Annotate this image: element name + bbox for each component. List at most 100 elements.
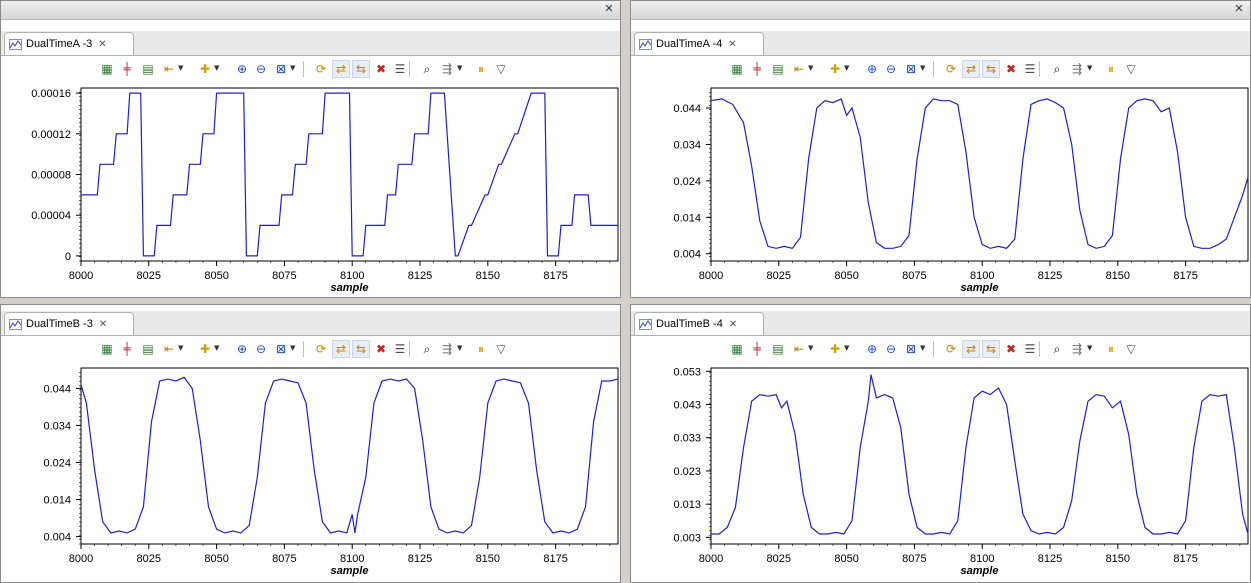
- find-icon[interactable]: ⌕: [423, 341, 431, 356]
- zoom-out-icon[interactable]: ⊖: [255, 342, 267, 356]
- zoom-in-icon[interactable]: ⊕: [866, 342, 878, 356]
- chart-align-icon[interactable]: ▦: [731, 62, 743, 76]
- sync2-icon[interactable]: ⇆: [982, 60, 1000, 78]
- dropdown-arrow-icon[interactable]: ▼: [844, 64, 850, 72]
- add-icon[interactable]: ✚: [199, 62, 211, 76]
- close-tab-icon[interactable]: ✕: [728, 318, 738, 330]
- list-icon[interactable]: ☰: [394, 342, 406, 356]
- list-icon[interactable]: ☰: [394, 62, 406, 76]
- sync2-icon[interactable]: ⇆: [982, 340, 1000, 358]
- settings-icon[interactable]: ⇶: [441, 342, 453, 356]
- zoom-in-icon[interactable]: ⊕: [236, 62, 248, 76]
- y-tick-label: 0.024: [673, 176, 701, 188]
- settings-icon[interactable]: ⇶: [441, 62, 453, 76]
- settings-icon[interactable]: ⇶: [1071, 62, 1083, 76]
- view-menu-icon[interactable]: ▽: [496, 62, 506, 76]
- delete-icon[interactable]: ✖: [375, 62, 387, 76]
- fit-icon[interactable]: ▤: [772, 62, 784, 76]
- close-tab-icon[interactable]: ✕: [98, 318, 108, 330]
- zoom-out-icon[interactable]: ⊖: [885, 342, 897, 356]
- x-tick-label: 8000: [699, 270, 723, 282]
- zoom-fit-icon[interactable]: ⊠: [275, 342, 287, 356]
- dropdown-arrow-icon[interactable]: ▼: [214, 64, 220, 72]
- sync-icon[interactable]: ⇄: [962, 340, 980, 358]
- center-icon[interactable]: ╪: [123, 62, 131, 76]
- center-icon[interactable]: ╪: [753, 342, 761, 356]
- chart-align-icon[interactable]: ▦: [731, 342, 743, 356]
- delete-icon[interactable]: ✖: [1005, 342, 1017, 356]
- dropdown-arrow-icon[interactable]: ▼: [808, 344, 814, 352]
- find-icon[interactable]: ⌕: [1053, 61, 1061, 76]
- zoom-in-icon[interactable]: ⊕: [866, 62, 878, 76]
- marker-icon[interactable]: ⇤: [163, 62, 175, 76]
- tab-dualtimeb-3[interactable]: DualTimeB -3 ✕: [4, 312, 134, 335]
- dropdown-arrow-icon[interactable]: ▼: [457, 344, 463, 352]
- close-tab-icon[interactable]: ✕: [728, 38, 737, 50]
- dropdown-arrow-icon[interactable]: ▼: [290, 344, 296, 352]
- sync-icon[interactable]: ⇄: [332, 60, 350, 78]
- dropdown-arrow-icon[interactable]: ▼: [920, 64, 926, 72]
- list-icon[interactable]: ☰: [1024, 342, 1036, 356]
- dropdown-arrow-icon[interactable]: ▼: [178, 64, 184, 72]
- dropdown-arrow-icon[interactable]: ▼: [178, 344, 184, 352]
- settings-icon[interactable]: ⇶: [1071, 342, 1083, 356]
- y-tick-label: 0: [65, 251, 71, 263]
- refresh-icon[interactable]: ⟳: [945, 62, 957, 76]
- dropdown-arrow-icon[interactable]: ▼: [1087, 64, 1093, 72]
- tab-dualtimea-3[interactable]: DualTimeA -3 ✕: [4, 32, 134, 55]
- add-icon[interactable]: ✚: [829, 62, 841, 76]
- dropdown-arrow-icon[interactable]: ▼: [290, 64, 296, 72]
- x-axis-label: sample: [961, 282, 999, 294]
- view-menu-icon[interactable]: ▽: [496, 342, 506, 356]
- add-icon[interactable]: ✚: [829, 342, 841, 356]
- dropdown-arrow-icon[interactable]: ▼: [214, 344, 220, 352]
- close-pane-icon[interactable]: ✕: [1234, 2, 1244, 15]
- pause-icon[interactable]: ⏸: [1107, 341, 1114, 356]
- zoom-fit-icon[interactable]: ⊠: [905, 342, 917, 356]
- dropdown-arrow-icon[interactable]: ▼: [1087, 344, 1093, 352]
- fit-icon[interactable]: ▤: [142, 62, 154, 76]
- zoom-fit-icon[interactable]: ⊠: [275, 62, 287, 76]
- close-pane-icon[interactable]: ✕: [604, 2, 614, 15]
- view-menu-icon[interactable]: ▽: [1126, 342, 1136, 356]
- find-icon[interactable]: ⌕: [423, 61, 431, 76]
- refresh-icon[interactable]: ⟳: [945, 342, 957, 356]
- sync2-icon[interactable]: ⇆: [352, 60, 370, 78]
- sync-icon[interactable]: ⇄: [332, 340, 350, 358]
- add-icon[interactable]: ✚: [199, 342, 211, 356]
- tab-dualtimeb-4[interactable]: DualTimeB -4 ✕: [634, 312, 764, 335]
- chart-align-icon[interactable]: ▦: [101, 342, 113, 356]
- zoom-out-icon[interactable]: ⊖: [255, 62, 267, 76]
- close-tab-icon[interactable]: ✕: [98, 38, 107, 50]
- find-icon[interactable]: ⌕: [1053, 341, 1061, 356]
- tab-dualtimea-4[interactable]: DualTimeA -4 ✕: [634, 32, 764, 55]
- pause-icon[interactable]: ⏸: [1107, 61, 1114, 76]
- view-menu-icon[interactable]: ▽: [1126, 62, 1136, 76]
- dropdown-arrow-icon[interactable]: ▼: [920, 344, 926, 352]
- delete-icon[interactable]: ✖: [1005, 62, 1017, 76]
- delete-icon[interactable]: ✖: [375, 342, 387, 356]
- zoom-in-icon[interactable]: ⊕: [236, 342, 248, 356]
- chart-align-icon[interactable]: ▦: [101, 62, 113, 76]
- refresh-icon[interactable]: ⟳: [315, 62, 327, 76]
- x-tick-label: 8025: [767, 553, 791, 565]
- zoom-fit-icon[interactable]: ⊠: [905, 62, 917, 76]
- dropdown-arrow-icon[interactable]: ▼: [808, 64, 814, 72]
- dropdown-arrow-icon[interactable]: ▼: [844, 344, 850, 352]
- marker-icon[interactable]: ⇤: [793, 342, 805, 356]
- pause-icon[interactable]: ⏸: [477, 341, 484, 356]
- fit-icon[interactable]: ▤: [142, 342, 154, 356]
- marker-icon[interactable]: ⇤: [163, 342, 175, 356]
- dropdown-arrow-icon[interactable]: ▼: [457, 64, 463, 72]
- list-icon[interactable]: ☰: [1024, 62, 1036, 76]
- marker-icon[interactable]: ⇤: [793, 62, 805, 76]
- center-icon[interactable]: ╪: [123, 342, 131, 356]
- y-tick-label: 0.044: [43, 383, 71, 395]
- refresh-icon[interactable]: ⟳: [315, 342, 327, 356]
- pause-icon[interactable]: ⏸: [477, 61, 484, 76]
- zoom-out-icon[interactable]: ⊖: [885, 62, 897, 76]
- sync-icon[interactable]: ⇄: [962, 60, 980, 78]
- fit-icon[interactable]: ▤: [772, 342, 784, 356]
- sync2-icon[interactable]: ⇆: [352, 340, 370, 358]
- center-icon[interactable]: ╪: [753, 62, 761, 76]
